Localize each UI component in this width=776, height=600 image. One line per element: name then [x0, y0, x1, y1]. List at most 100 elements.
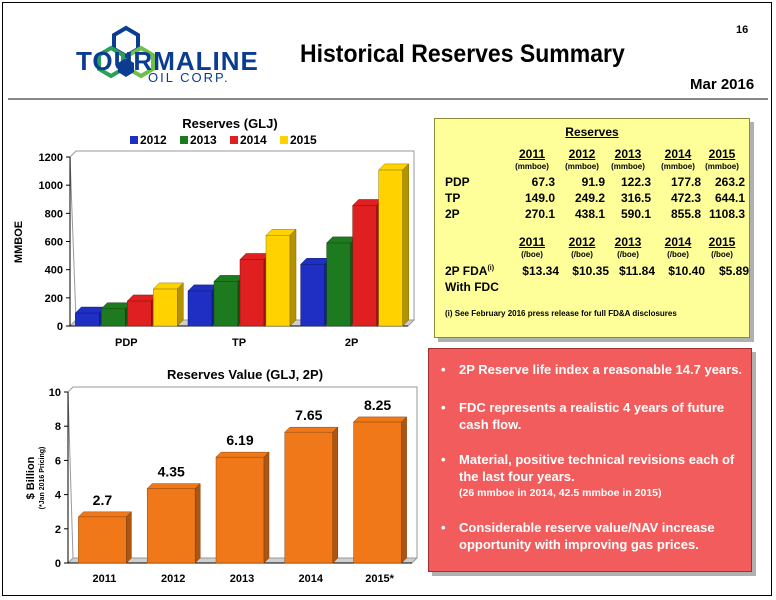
table-cell: 270.1 — [524, 207, 555, 221]
chart2-ytick-label: 0 — [55, 558, 61, 570]
table-year-header: 2015 — [708, 147, 736, 161]
legend-label-2014: 2014 — [240, 133, 267, 147]
chart1-ytick-label: 200 — [45, 293, 63, 305]
bullet-dot-icon: • — [441, 362, 446, 377]
table-unit-vol: (mmboe) — [661, 162, 695, 171]
table-row-label: TP — [445, 191, 461, 205]
chart2-title: Reserves Value (GLJ, 2P) — [167, 367, 323, 382]
table-unit-fda: (/boe) — [521, 250, 543, 259]
legend-swatch-2012 — [130, 136, 138, 144]
legend-swatch-2013 — [180, 136, 188, 144]
chart1-ytick-label: 600 — [45, 237, 63, 249]
page-number: 16 — [736, 24, 749, 36]
highlight-text: Material, positive technical revisions e… — [459, 451, 749, 502]
table-footnote: (i) See February 2016 press release for … — [445, 309, 677, 318]
chart2-bar-2014 — [284, 426, 339, 564]
chart2-bar-2013 — [215, 451, 270, 564]
chart2-bar-2012 — [146, 483, 201, 564]
table-cell: 316.5 — [620, 191, 651, 205]
table-year-header: 2014 — [664, 147, 692, 161]
chart1-xtick-2P: 2P — [345, 337, 358, 349]
header-divider — [8, 98, 768, 100]
fda-row-label: 2P FDA(i) — [445, 264, 495, 278]
logo-name: TOURMALINE — [76, 46, 259, 76]
fda-superscript: (i) — [487, 265, 495, 272]
fda-cell: $11.84 — [618, 264, 655, 278]
table-cell: 1108.3 — [708, 207, 745, 221]
table-cell: 855.8 — [670, 207, 701, 221]
chart2-data-label-2013: 6.19 — [226, 432, 253, 448]
reserves-table-panel: Reserves 2011 (mmboe) 2012 (mmboe) 2013 (mmbo… — [434, 118, 750, 338]
chart1-bars — [74, 163, 410, 327]
table-cell: 149.0 — [524, 191, 555, 205]
fda-cell: $5.89 — [718, 264, 749, 278]
table-cell: 438.1 — [574, 207, 605, 221]
legend-label-2015: 2015 — [290, 133, 317, 147]
chart1-bar-2013-TP — [213, 274, 245, 327]
table-unit-vol: (mmboe) — [515, 162, 549, 171]
table-cell: 472.3 — [670, 191, 701, 205]
page-date: Mar 2016 — [690, 76, 755, 93]
chart2-data-label-2011: 2.7 — [93, 492, 113, 508]
table-unit-vol: (mmboe) — [705, 162, 739, 171]
fda-row-label2: With FDC — [445, 280, 499, 294]
table-cell: 67.3 — [531, 175, 555, 189]
chart2-bars — [77, 416, 408, 564]
table-cell: 177.8 — [670, 175, 701, 189]
bullet-dot-icon: • — [441, 452, 446, 467]
chart2-ytick-label: 10 — [49, 387, 61, 399]
table-year-header-fda: 2011 — [518, 235, 546, 249]
table-unit-fda: (/boe) — [667, 250, 689, 259]
chart1-ytick-label: 1200 — [39, 152, 63, 164]
highlight-text: 2P Reserve life index a reasonable 14.7 … — [459, 362, 743, 377]
table-cell: 590.1 — [620, 207, 651, 221]
table-unit-fda: (/boe) — [571, 250, 593, 259]
table-unit-vol: (mmboe) — [565, 162, 599, 171]
chart2-ytick-label: 8 — [55, 421, 61, 433]
table-year-header-fda: 2012 — [568, 235, 596, 249]
chart1-xtick-TP: TP — [232, 337, 246, 349]
chart2-xtick-2015*: 2015* — [365, 573, 394, 585]
tourmaline-logo-icon — [97, 25, 155, 79]
legend-swatch-2015 — [280, 136, 288, 144]
chart1-legend: 2012 2013 2014 2015 — [130, 133, 317, 147]
chart1-ylabel: MMBOE — [13, 221, 25, 263]
table-year-header-fda: 2014 — [664, 235, 692, 249]
chart1-ytick-label: 400 — [45, 265, 63, 277]
legend-label-2012: 2012 — [140, 133, 167, 147]
table-cell: 644.1 — [714, 191, 745, 205]
chart2-data-label-2015*: 8.25 — [364, 397, 391, 413]
table-year-header: 2013 — [614, 147, 642, 161]
table-row-label: 2P — [445, 207, 460, 221]
chart1-bar-2015-PDP — [152, 282, 184, 327]
table-title: Reserves — [565, 125, 619, 139]
chart2-tick-labels: 0 2 4 6 8 10 2.7 2011 4.35 2012 6.19 2013 7.65 2014 8.… — [49, 387, 395, 585]
table-year-header: 2012 — [568, 147, 596, 161]
chart1-tick-labels: 0 200 400 600 800 1000 1200 PDP TP 2P — [39, 152, 359, 349]
chart2-xtick-2014: 2014 — [299, 573, 324, 585]
chart1-ytick-label: 0 — [57, 321, 63, 333]
table-unit-fda: (/boe) — [617, 250, 639, 259]
table-cell: 91.9 — [581, 175, 605, 189]
fda-cell: $10.35 — [572, 264, 609, 278]
chart1-ytick-label: 1000 — [39, 180, 63, 192]
chart2-ylabel: $ Billion — [25, 456, 37, 499]
chart2-xtick-2013: 2013 — [230, 573, 254, 585]
bullet-dot-icon: • — [441, 520, 446, 535]
chart2-ytick-label: 6 — [55, 455, 61, 467]
chart2-ytick-label: 4 — [55, 490, 62, 502]
legend-swatch-2014 — [230, 136, 238, 144]
table-year-header-fda: 2013 — [614, 235, 642, 249]
chart1-bar-2015-TP — [265, 228, 297, 327]
fda-cell: $13.34 — [522, 264, 559, 278]
table-cell: 263.2 — [714, 175, 745, 189]
highlight-text: FDC represents a realistic 4 years of fu… — [459, 400, 725, 432]
legend-label-2013: 2013 — [190, 133, 217, 147]
table-row-label: PDP — [445, 175, 470, 189]
highlights-box: • 2P Reserve life index a reasonable 14.7… — [428, 348, 752, 572]
logo-subtitle: OIL CORP. — [148, 70, 230, 85]
chart2-bar-2011 — [77, 511, 133, 564]
table-cell: 249.2 — [574, 191, 605, 205]
highlight-subtext: (26 mmboe in 2014, 42.5 mmboe in 2015) — [459, 487, 662, 499]
